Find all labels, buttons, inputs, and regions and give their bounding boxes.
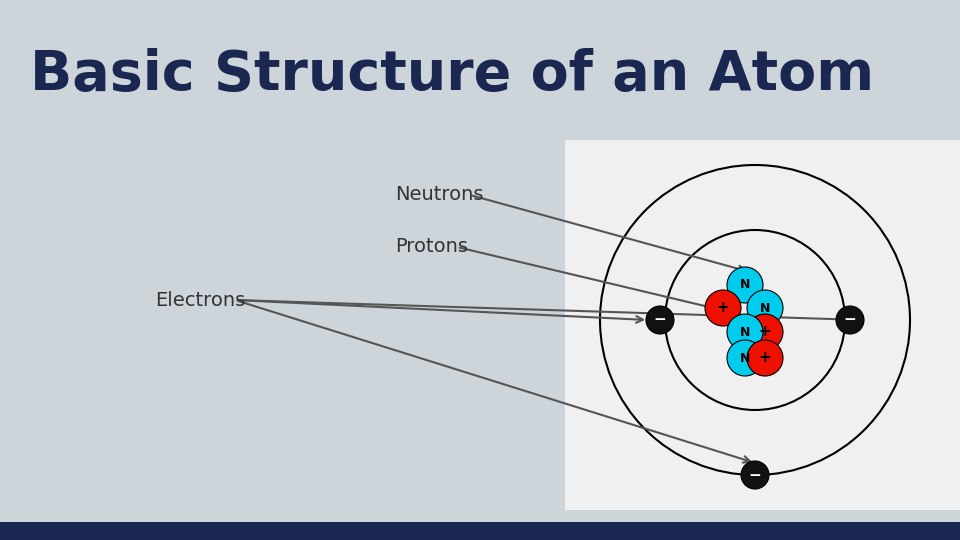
Text: Electrons: Electrons	[155, 291, 245, 309]
Text: N: N	[759, 301, 770, 314]
Circle shape	[727, 314, 763, 350]
Text: N: N	[740, 279, 750, 292]
Bar	[0, 522, 960, 540]
Text: +: +	[758, 350, 772, 366]
Circle shape	[705, 290, 741, 326]
Text: Protons: Protons	[395, 238, 468, 256]
Circle shape	[646, 306, 674, 334]
Text: −: −	[844, 313, 856, 327]
Text: +: +	[758, 325, 772, 340]
Text: Basic Structure of an Atom: Basic Structure of an Atom	[30, 48, 875, 102]
Circle shape	[727, 267, 763, 303]
Text: +: +	[716, 300, 730, 315]
Circle shape	[747, 340, 783, 376]
Text: Neutrons: Neutrons	[395, 186, 484, 205]
Circle shape	[741, 461, 769, 489]
Circle shape	[747, 314, 783, 350]
Text: −: −	[654, 313, 666, 327]
Text: N: N	[740, 326, 750, 339]
Text: N: N	[740, 352, 750, 365]
Circle shape	[727, 340, 763, 376]
Circle shape	[747, 290, 783, 326]
Bar	[565, 140, 960, 510]
Text: −: −	[749, 468, 761, 483]
Circle shape	[836, 306, 864, 334]
